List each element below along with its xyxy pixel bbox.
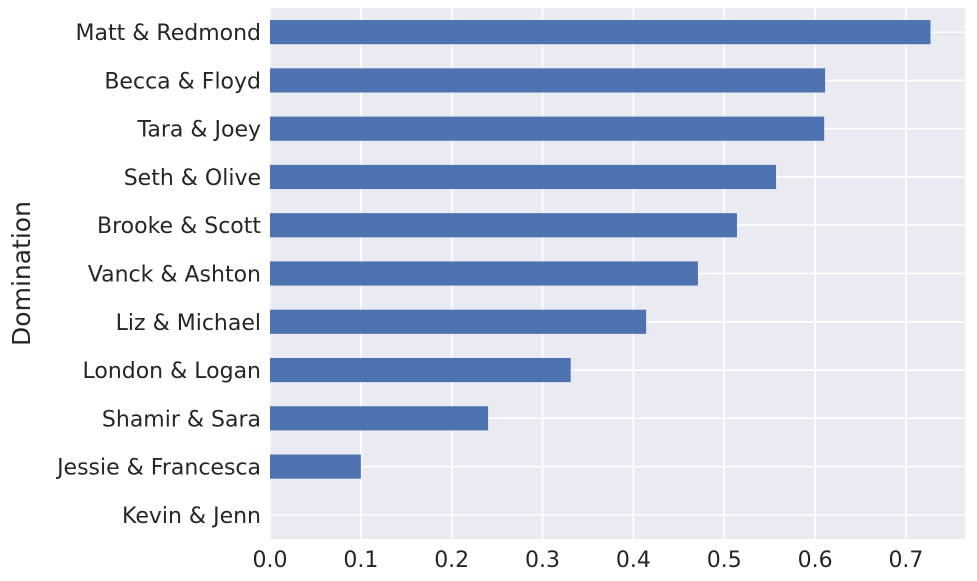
category-label: Tara & Joey xyxy=(137,118,261,143)
bars xyxy=(270,20,931,479)
category-label: Shamir & Sara xyxy=(102,407,261,432)
bar xyxy=(270,406,489,431)
bar xyxy=(270,164,777,190)
x-tick-label: 0.2 xyxy=(434,548,469,573)
category-label: Brooke & Scott xyxy=(97,214,261,239)
category-label: Matt & Redmond xyxy=(76,21,261,46)
category-label: London & Logan xyxy=(82,359,261,384)
x-tick-label: 0.5 xyxy=(707,548,742,573)
category-label: Seth & Olive xyxy=(124,166,261,191)
x-tick-label: 0.1 xyxy=(343,548,378,573)
bar xyxy=(270,68,826,93)
bar xyxy=(270,261,698,286)
category-label: Jessie & Francesca xyxy=(55,456,261,481)
bar xyxy=(270,309,647,334)
x-tick-label: 0.0 xyxy=(253,548,288,573)
y-axis-label: Domination xyxy=(7,201,36,346)
category-label: Liz & Michael xyxy=(116,311,261,336)
bar xyxy=(270,20,931,45)
bar xyxy=(270,454,361,479)
x-tick-label: 0.7 xyxy=(888,548,923,573)
category-label: Becca & Floyd xyxy=(104,69,261,94)
category-labels: Matt & Redmond Becca & Floyd Tara & Joey Se… xyxy=(55,21,261,529)
x-tick-label: 0.4 xyxy=(616,548,651,573)
bar xyxy=(270,116,825,141)
x-tick-labels: 0.0 0.1 0.2 0.3 0.4 0.5 0.6 0.7 xyxy=(253,548,924,573)
x-tick-label: 0.3 xyxy=(525,548,560,573)
bar xyxy=(270,357,571,383)
category-label: Vanck & Ashton xyxy=(88,263,261,288)
bar xyxy=(270,213,737,238)
category-label: Kevin & Jenn xyxy=(122,504,261,529)
x-tick-label: 0.6 xyxy=(798,548,833,573)
